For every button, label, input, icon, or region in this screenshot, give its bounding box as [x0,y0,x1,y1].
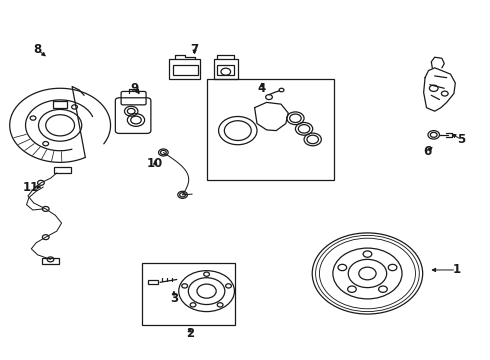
Text: 2: 2 [186,327,194,340]
Text: 6: 6 [423,145,432,158]
Bar [54,167,71,173]
Bar [148,280,158,284]
Text: 5: 5 [457,133,465,146]
Bar [207,80,334,180]
Text: 8: 8 [33,43,42,56]
Text: 1: 1 [452,264,460,276]
Text: 7: 7 [191,43,198,56]
Bar [217,65,234,75]
Bar [53,101,67,108]
Bar [214,59,238,79]
Text: 11: 11 [23,181,39,194]
Bar [42,258,59,264]
Text: 3: 3 [170,292,178,305]
Bar [169,59,200,79]
Text: 9: 9 [130,82,139,95]
Bar [173,65,198,75]
Text: 4: 4 [258,82,266,95]
Bar [142,263,235,325]
Text: 10: 10 [147,157,163,170]
